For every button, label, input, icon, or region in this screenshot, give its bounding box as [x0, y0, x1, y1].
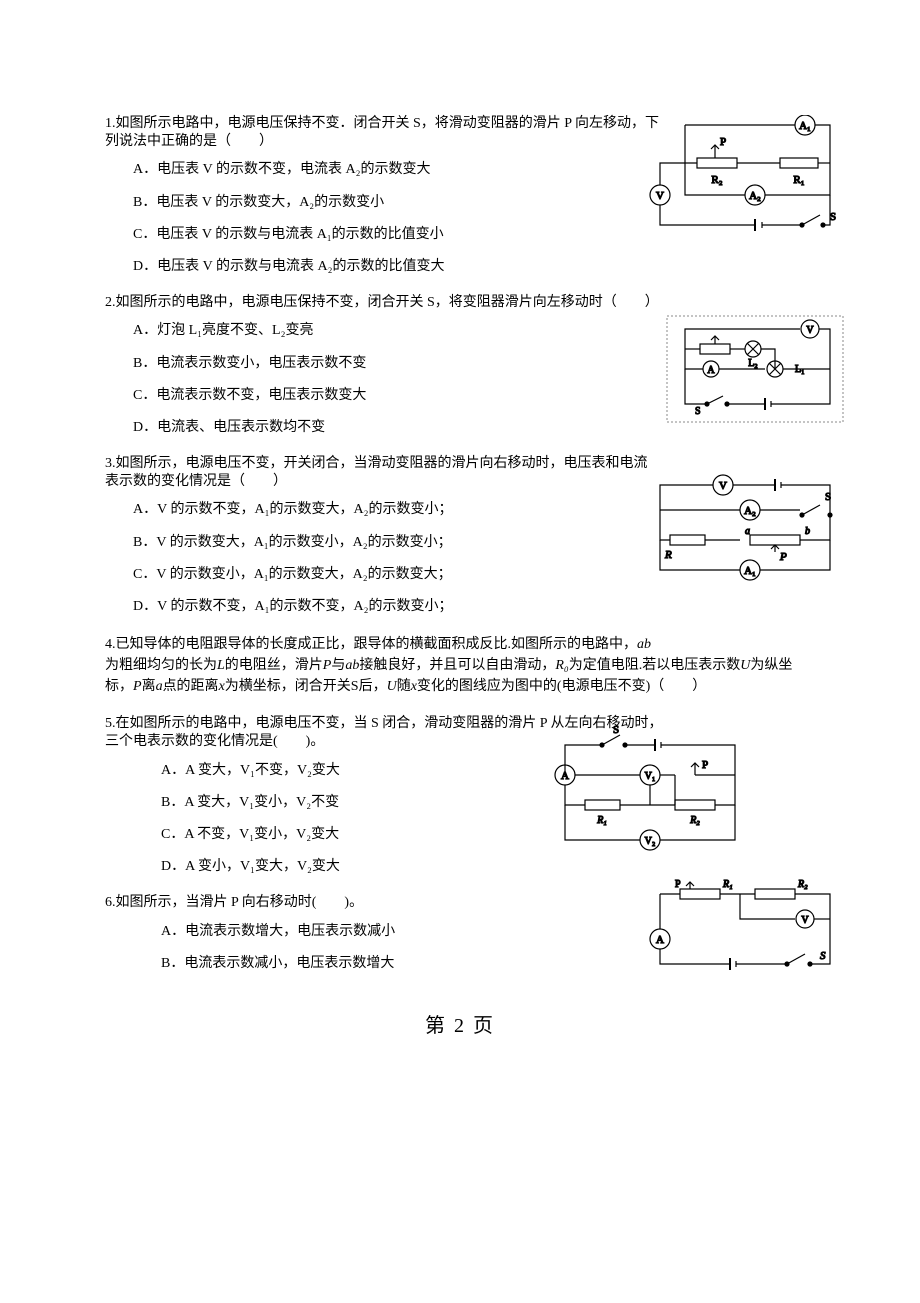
svg-text:V: V — [801, 915, 809, 926]
svg-text:S: S — [695, 406, 701, 417]
svg-text:R₁: R₁ — [596, 815, 607, 826]
svg-text:P: P — [720, 136, 726, 148]
svg-text:R₂: R₂ — [711, 174, 722, 186]
svg-text:R₁: R₁ — [793, 174, 804, 186]
circuit-diagram-2: V L₂ A — [665, 314, 845, 424]
svg-text:A: A — [561, 770, 569, 782]
svg-text:V: V — [656, 190, 664, 202]
question-6: P R₁ R₂ V A — [105, 894, 815, 973]
option-d: D．电压表 V 的示数与电流表 A₂的示数的比值变大 — [105, 258, 815, 276]
circuit-diagram-1: A₁ R₂ P R₁ A₂ — [635, 115, 845, 240]
svg-text:b: b — [805, 526, 810, 537]
svg-text:S: S — [820, 950, 826, 962]
stem-line-2: 三个电表示数的变化情况是( )。 — [105, 734, 324, 749]
stem-line-1: 3.如图所示，电源电压不变，开关闭合，当滑动变阻器的滑片向右移动时，电压表和电流 — [105, 456, 648, 471]
svg-text:R: R — [664, 549, 672, 561]
svg-text:R₁: R₁ — [722, 879, 733, 890]
stem-line-1: 1.如图所示电路中，电源电压保持不变．闭合开关 S，将滑动变阻器的滑片 P 向左… — [105, 116, 659, 131]
option-d: D．V 的示数不变，A₁的示数不变，A₂的示数变小； — [105, 598, 815, 616]
question-2: V L₂ A — [105, 294, 815, 437]
svg-text:L₂: L₂ — [748, 358, 758, 369]
svg-text:V₁: V₁ — [645, 771, 656, 782]
question-3: V A₂ S R a — [105, 455, 815, 616]
question-5: S A V₁ P — [105, 715, 815, 876]
circuit-diagram-5: S A V₁ P — [545, 725, 755, 855]
svg-text:a: a — [745, 526, 750, 537]
stem-line-1: 2.如图所示的电路中，电源电压保持不变，闭合开关 S，将变阻器滑片向左移动时（ … — [105, 295, 659, 310]
svg-text:A₁: A₁ — [744, 565, 756, 577]
question-4: 4.已知导体的电阻跟导体的长度成正比，跟导体的横截面积成反比.如图所示的电路中，… — [105, 634, 815, 697]
svg-text:V: V — [719, 480, 727, 492]
question-1: A₁ R₂ P R₁ A₂ — [105, 115, 815, 276]
svg-text:P: P — [779, 551, 787, 563]
svg-text:A₂: A₂ — [749, 190, 761, 202]
circuit-diagram-6: P R₁ R₂ V A — [645, 874, 845, 979]
svg-text:V: V — [806, 325, 814, 336]
circuit-diagram-3: V A₂ S R a — [645, 470, 845, 585]
svg-text:P: P — [702, 759, 708, 771]
svg-text:A: A — [707, 365, 715, 376]
svg-text:A: A — [656, 934, 664, 946]
question-stem: 4.已知导体的电阻跟导体的长度成正比，跟导体的横截面积成反比.如图所示的电路中，… — [105, 634, 815, 697]
svg-text:S: S — [830, 211, 836, 223]
stem-line-2: 表示数的变化情况是（ ） — [105, 474, 287, 489]
page-number: 第 2 页 — [105, 1013, 815, 1039]
svg-text:R₂: R₂ — [689, 815, 700, 826]
svg-text:A₂: A₂ — [744, 505, 756, 517]
stem-line-2: 列说法中正确的是（ ） — [105, 134, 273, 149]
svg-text:R₂: R₂ — [797, 879, 808, 890]
svg-text:A₁: A₁ — [799, 120, 811, 132]
svg-text:S: S — [825, 491, 831, 503]
stem-line-1: 6.如图所示，当滑片 P 向右移动时( )。 — [105, 895, 363, 910]
svg-text:V₂: V₂ — [645, 836, 656, 847]
svg-text:S: S — [613, 725, 619, 736]
question-stem: 2.如图所示的电路中，电源电压保持不变，闭合开关 S，将变阻器滑片向左移动时（ … — [105, 294, 815, 312]
svg-text:P: P — [675, 879, 681, 890]
